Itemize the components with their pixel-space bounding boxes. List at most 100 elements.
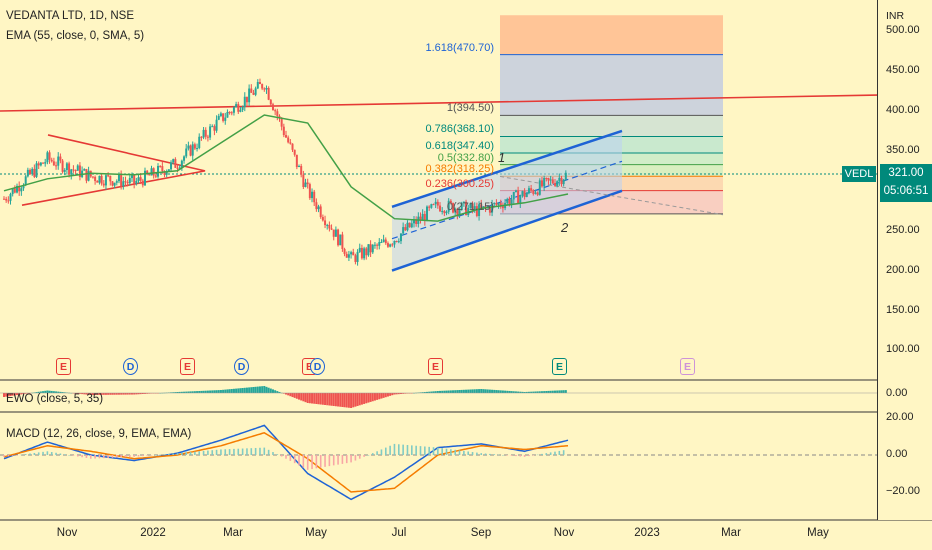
candle-body: [115, 181, 118, 183]
candle-body: [109, 175, 112, 182]
ewo-bar: [478, 389, 481, 393]
candle-body: [378, 242, 381, 246]
macd-histogram-bar: [311, 455, 313, 470]
macd-tick: 20.00: [886, 411, 914, 423]
macd-histogram-bar: [523, 455, 526, 457]
price-tick: 200.00: [886, 263, 920, 276]
wave-label-1: 1: [498, 150, 506, 165]
candle-body: [141, 180, 144, 186]
ewo-bar: [209, 390, 212, 393]
candle-body: [447, 200, 450, 212]
ewo-bar: [510, 391, 513, 393]
ewo-bar: [306, 393, 309, 403]
macd-indicator-label[interactable]: MACD (12, 26, close, 9, EMA, EMA): [6, 428, 192, 440]
ema-indicator-label[interactable]: EMA (55, close, 0, SMA, 5): [6, 30, 145, 42]
time-tick: 2022: [140, 527, 166, 539]
candle-body: [258, 82, 261, 85]
candle-body: [3, 198, 5, 200]
dividend-marker[interactable]: D: [234, 358, 249, 375]
earnings-marker[interactable]: E: [428, 358, 443, 375]
macd-histogram-bar: [476, 452, 478, 455]
ewo-bar: [482, 389, 485, 393]
candle-body: [85, 169, 88, 181]
macd-histogram-bar: [181, 452, 183, 455]
macd-histogram-bar: [133, 455, 135, 457]
ewo-bar: [202, 390, 205, 393]
macd-histogram-bar: [159, 454, 161, 456]
candle-body: [217, 115, 220, 120]
ewo-bar: [454, 390, 457, 393]
ewo-bar: [332, 393, 335, 406]
ewo-bar: [126, 393, 129, 395]
macd-histogram-bar: [428, 446, 430, 455]
candle-body: [204, 129, 207, 137]
macd-histogram-bar: [506, 455, 509, 456]
ewo-indicator-label[interactable]: EWO (close, 5, 35): [6, 393, 104, 405]
ewo-bar: [295, 393, 298, 399]
candle-body: [454, 208, 457, 213]
earnings-marker[interactable]: E: [680, 358, 695, 375]
price-axis[interactable]: [877, 0, 932, 520]
macd-histogram-bar: [402, 444, 404, 455]
ewo-bar: [285, 393, 287, 395]
macd-histogram-bar: [198, 451, 201, 455]
candle-body: [187, 145, 190, 149]
earnings-marker[interactable]: E: [180, 358, 195, 375]
macd-histogram-bar: [432, 447, 435, 455]
candle-body: [408, 222, 411, 228]
candle-body: [245, 96, 248, 103]
candle-body: [404, 227, 407, 231]
candle-body: [358, 247, 361, 252]
macd-histogram-bar: [324, 455, 326, 467]
macd-histogram-bar: [107, 455, 109, 458]
ewo-bar: [211, 390, 214, 393]
ewo-bar: [193, 391, 196, 393]
wave-label-2: 2: [561, 220, 569, 235]
dividend-marker[interactable]: D: [310, 358, 325, 375]
macd-histogram-bar: [146, 455, 148, 456]
candle-body: [412, 219, 415, 224]
candle-body: [226, 111, 229, 118]
macd-histogram-bar: [541, 453, 543, 455]
candle-body: [170, 162, 173, 170]
ewo-bar: [504, 390, 507, 393]
earnings-marker[interactable]: E: [552, 358, 567, 375]
candle-body: [267, 87, 270, 100]
ewo-bar: [198, 391, 201, 393]
earnings-marker[interactable]: E: [56, 358, 71, 375]
macd-histogram-bar: [11, 455, 14, 456]
candle-body: [482, 206, 485, 209]
ewo-bar: [547, 390, 550, 393]
ewo-bar: [196, 391, 199, 393]
candle-body: [161, 166, 164, 172]
candle-body: [397, 241, 400, 243]
macd-histogram-bar: [124, 455, 127, 458]
candle-body: [133, 175, 136, 184]
candle-body: [243, 96, 246, 107]
ewo-bar: [339, 393, 342, 407]
candle-body: [302, 174, 305, 187]
ewo-bar: [282, 393, 285, 394]
ewo-bar: [276, 391, 279, 393]
ewo-bar: [63, 392, 66, 393]
candle-body: [475, 206, 478, 216]
ewo-bar: [376, 393, 379, 400]
fib-level-label: 0.618(347.40): [425, 139, 495, 152]
candle-body: [146, 170, 149, 175]
candle-body: [508, 198, 511, 205]
candle-body: [350, 252, 353, 255]
ewo-bar: [261, 386, 264, 393]
candle-body: [462, 201, 465, 203]
candle-body: [421, 213, 424, 221]
candle-body: [367, 244, 370, 256]
ewo-bar: [120, 393, 123, 395]
candle-body: [5, 198, 8, 201]
candle-body: [202, 129, 205, 138]
dividend-marker[interactable]: D: [123, 358, 138, 375]
ewo-bar: [486, 389, 489, 393]
candle-body: [436, 201, 439, 206]
ewo-bar: [315, 393, 318, 404]
ewo-bar: [35, 392, 38, 393]
macd-histogram-bar: [176, 453, 179, 455]
